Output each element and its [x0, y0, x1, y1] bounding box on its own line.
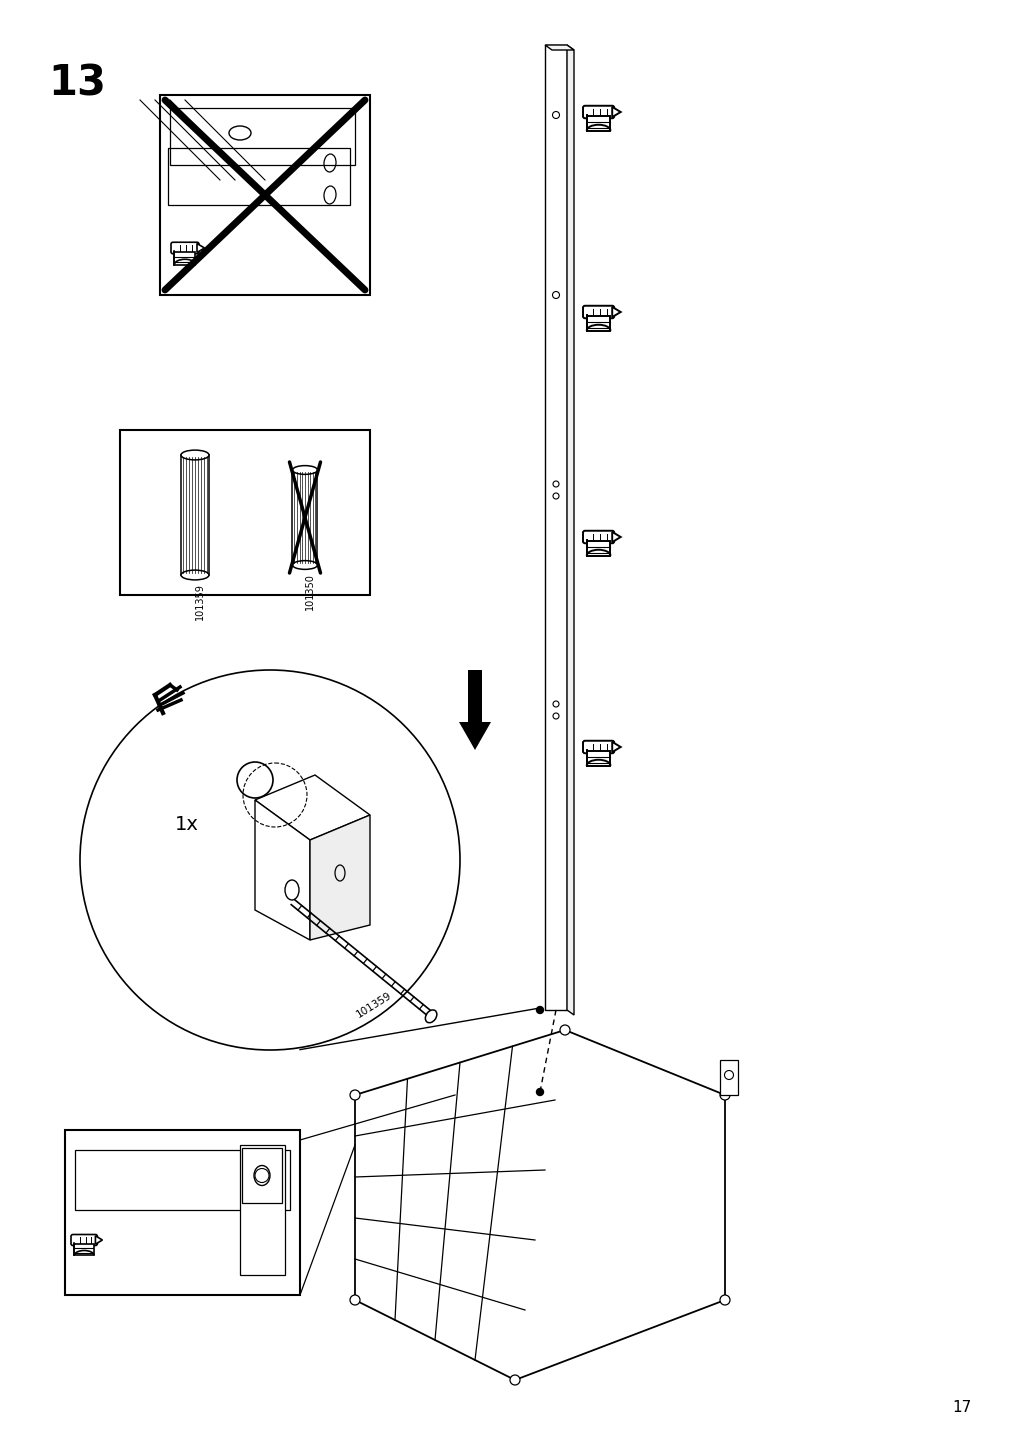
Circle shape	[536, 1088, 543, 1095]
Bar	[292, 470, 317, 566]
FancyBboxPatch shape	[582, 106, 614, 119]
FancyBboxPatch shape	[171, 242, 199, 253]
Circle shape	[536, 1007, 543, 1014]
Polygon shape	[255, 800, 309, 939]
Circle shape	[552, 112, 559, 119]
Circle shape	[552, 481, 558, 487]
Circle shape	[719, 1090, 729, 1100]
Bar	[160, 95, 370, 295]
Polygon shape	[586, 316, 610, 331]
Text: 1x: 1x	[175, 815, 199, 833]
Polygon shape	[240, 1146, 285, 1274]
Ellipse shape	[292, 465, 317, 474]
Ellipse shape	[292, 560, 317, 570]
Circle shape	[552, 292, 559, 298]
Circle shape	[350, 1295, 360, 1305]
Ellipse shape	[254, 1166, 270, 1186]
FancyArrow shape	[459, 670, 490, 750]
Ellipse shape	[425, 1010, 437, 1022]
Bar	[719, 1060, 737, 1095]
Polygon shape	[197, 243, 204, 252]
FancyBboxPatch shape	[71, 1234, 97, 1246]
Text: 101350: 101350	[304, 573, 314, 610]
Text: 13: 13	[48, 62, 106, 105]
Bar	[242, 1148, 282, 1203]
Ellipse shape	[181, 450, 209, 460]
Bar	[65, 1130, 299, 1295]
Polygon shape	[174, 252, 195, 265]
Polygon shape	[95, 1236, 102, 1244]
Text: 101359: 101359	[355, 991, 393, 1020]
Polygon shape	[612, 742, 620, 752]
Circle shape	[510, 1375, 520, 1385]
Circle shape	[552, 493, 558, 498]
Polygon shape	[355, 1030, 724, 1380]
Polygon shape	[612, 531, 620, 543]
Polygon shape	[612, 107, 620, 117]
Polygon shape	[566, 44, 573, 1015]
Circle shape	[724, 1071, 733, 1080]
Polygon shape	[75, 1150, 290, 1210]
Circle shape	[255, 1169, 269, 1183]
Polygon shape	[545, 44, 573, 50]
FancyBboxPatch shape	[582, 531, 614, 543]
Circle shape	[350, 1090, 360, 1100]
Ellipse shape	[181, 570, 209, 580]
Polygon shape	[586, 116, 610, 130]
FancyBboxPatch shape	[582, 740, 614, 753]
Bar	[181, 455, 209, 576]
Text: 101359: 101359	[195, 583, 205, 620]
Circle shape	[719, 1295, 729, 1305]
FancyBboxPatch shape	[582, 306, 614, 318]
Circle shape	[559, 1025, 569, 1035]
Polygon shape	[612, 306, 620, 316]
Polygon shape	[586, 541, 610, 556]
Text: 17: 17	[951, 1400, 971, 1415]
Bar	[120, 430, 370, 596]
Polygon shape	[586, 752, 610, 766]
Circle shape	[552, 713, 558, 719]
Bar	[545, 44, 566, 1010]
Polygon shape	[255, 775, 370, 841]
Polygon shape	[309, 815, 370, 939]
Polygon shape	[75, 1243, 94, 1256]
Circle shape	[552, 702, 558, 707]
